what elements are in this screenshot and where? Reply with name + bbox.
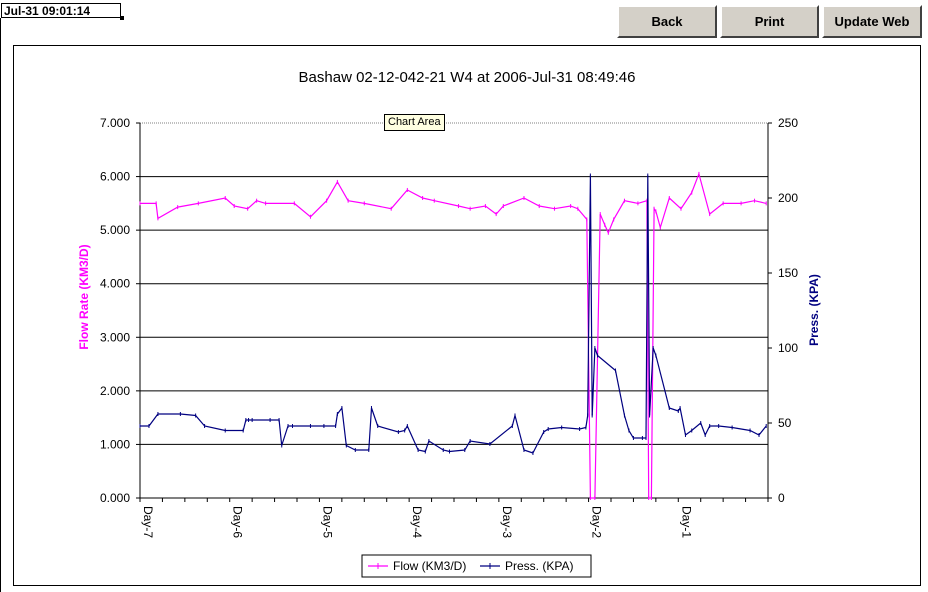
x-tick-label: Day-3 bbox=[500, 506, 514, 538]
y-left-tick-label: 4.000 bbox=[100, 277, 130, 291]
chart-area[interactable] bbox=[13, 45, 921, 586]
y-left-tick-label: 2.000 bbox=[100, 384, 130, 398]
y-left-tick-label: 6.000 bbox=[100, 170, 130, 184]
x-tick-label: Day-5 bbox=[320, 506, 334, 538]
legend-flow-label: Flow (KM3/D) bbox=[393, 559, 466, 573]
update-web-button[interactable]: Update Web bbox=[822, 5, 922, 38]
y-left-tick-label: 0.000 bbox=[100, 491, 130, 505]
x-tick-label: Day-2 bbox=[590, 506, 604, 538]
back-button[interactable]: Back bbox=[617, 5, 717, 38]
y-right-tick-label: 0 bbox=[778, 491, 785, 505]
y-right-tick-label: 200 bbox=[778, 191, 798, 205]
y-left-tick-label: 1.000 bbox=[100, 437, 130, 451]
legend: Flow (KM3/D) Press. (KPA) bbox=[361, 554, 592, 578]
y-axis-right-label: Press. (KPA) bbox=[807, 274, 821, 346]
y-right-tick-label: 50 bbox=[778, 416, 792, 430]
y-right-tick-label: 150 bbox=[778, 266, 798, 280]
y-left-tick-label: 5.000 bbox=[100, 223, 130, 237]
y-axis-left-label: Flow Rate (KM3/D) bbox=[77, 244, 91, 349]
x-tick-label: Day-7 bbox=[141, 506, 155, 538]
timestamp-display: Jul-31 09:01:14 bbox=[1, 3, 124, 20]
window-left-border bbox=[0, 18, 1, 592]
y-right-tick-label: 100 bbox=[778, 341, 798, 355]
y-left-tick-label: 7.000 bbox=[100, 116, 130, 130]
series-line-flow bbox=[140, 171, 767, 499]
chart-area-tooltip: Chart Area bbox=[384, 114, 445, 131]
print-button[interactable]: Print bbox=[720, 5, 819, 38]
chart-title: Bashaw 02-12-042-21 W4 at 2006-Jul-31 08… bbox=[299, 69, 636, 86]
legend-pressure-label: Press. (KPA) bbox=[505, 559, 573, 573]
x-tick-label: Day-4 bbox=[410, 506, 424, 538]
x-tick-label: Day-1 bbox=[679, 506, 693, 538]
y-right-tick-label: 250 bbox=[778, 116, 798, 130]
series-line-pressure bbox=[140, 175, 767, 454]
y-left-tick-label: 3.000 bbox=[100, 330, 130, 344]
x-tick-label: Day-6 bbox=[231, 506, 245, 538]
